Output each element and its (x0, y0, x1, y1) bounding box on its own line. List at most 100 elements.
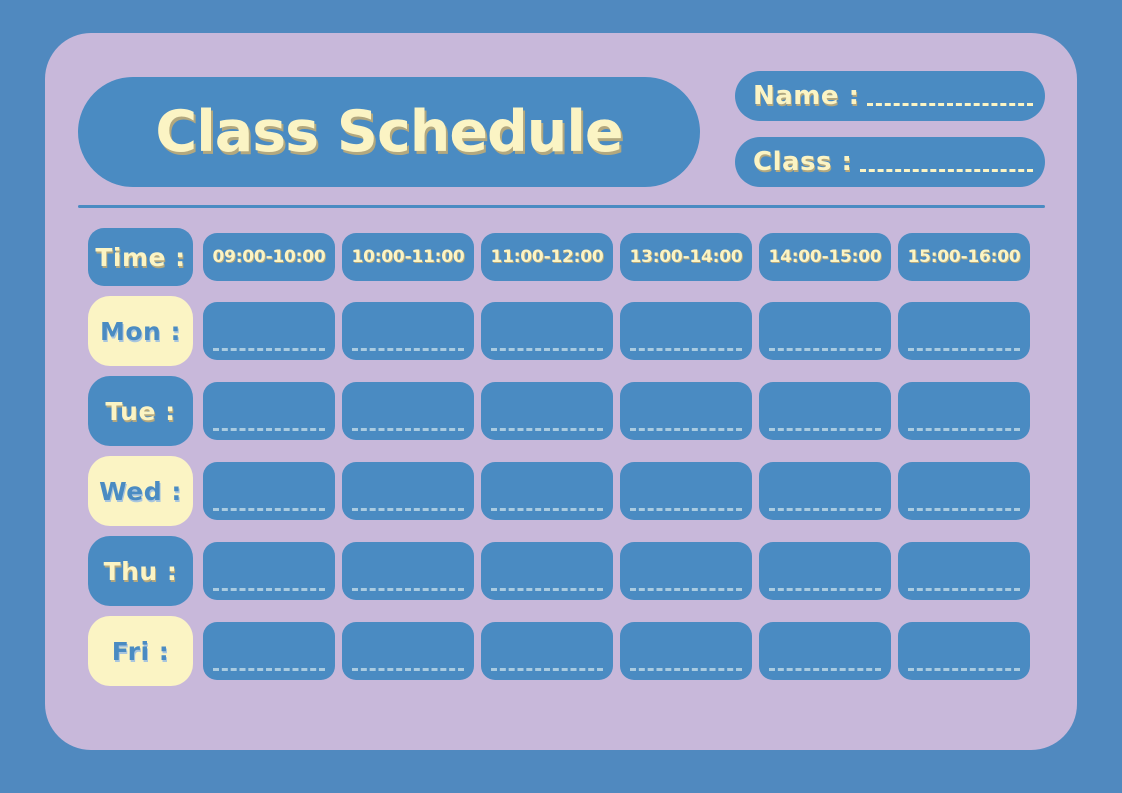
schedule-cell-tue-3[interactable] (620, 382, 752, 440)
schedule-cell-thu-0[interactable] (203, 542, 335, 600)
name-input-line[interactable] (867, 102, 1033, 106)
day-label-cell-wed: Wed : (88, 456, 193, 526)
cell-write-line (908, 428, 1020, 431)
time-label: Time : (95, 242, 186, 272)
cell-write-line (213, 668, 325, 671)
cell-write-line (630, 588, 742, 591)
time-label-cell: Time : (88, 228, 193, 286)
header: Class Schedule Name : Class : (78, 71, 1045, 193)
page-title: Class Schedule (155, 99, 623, 165)
cell-write-line (491, 508, 603, 511)
day-label: Wed : (99, 476, 182, 506)
cell-write-line (908, 588, 1020, 591)
time-slot-label: 15:00-16:00 (907, 247, 1021, 267)
cell-write-line (491, 428, 603, 431)
schedule-cell-thu-1[interactable] (342, 542, 474, 600)
day-label: Mon : (99, 316, 182, 346)
day-label-cell-thu: Thu : (88, 536, 193, 606)
schedule-cell-wed-3[interactable] (620, 462, 752, 520)
time-header-row: Time : 09:00-10:00 10:00-11:00 11:00-12:… (88, 228, 1078, 286)
class-input-line[interactable] (860, 168, 1033, 172)
day-label: Fri : (111, 636, 170, 666)
cell-write-line (352, 588, 464, 591)
time-slot-label: 09:00-10:00 (212, 247, 326, 267)
time-slot-0: 09:00-10:00 (203, 233, 335, 281)
cell-write-line (630, 428, 742, 431)
schedule-cell-mon-2[interactable] (481, 302, 613, 360)
schedule-cell-fri-2[interactable] (481, 622, 613, 680)
cell-write-line (352, 668, 464, 671)
schedule-cell-mon-1[interactable] (342, 302, 474, 360)
cell-write-line (769, 668, 881, 671)
day-row-tue: Tue : (88, 376, 1078, 446)
cell-write-line (630, 348, 742, 351)
cell-write-line (769, 428, 881, 431)
title-pill: Class Schedule (78, 77, 700, 187)
schedule-cell-wed-4[interactable] (759, 462, 891, 520)
day-row-fri: Fri : (88, 616, 1078, 686)
name-label: Name : (753, 81, 860, 111)
cell-write-line (491, 668, 603, 671)
cell-write-line (908, 348, 1020, 351)
schedule-cell-fri-3[interactable] (620, 622, 752, 680)
schedule-cell-thu-5[interactable] (898, 542, 1030, 600)
cell-write-line (769, 508, 881, 511)
time-slot-2: 11:00-12:00 (481, 233, 613, 281)
cell-write-line (908, 668, 1020, 671)
schedule-cell-mon-5[interactable] (898, 302, 1030, 360)
time-slot-5: 15:00-16:00 (898, 233, 1030, 281)
time-slot-label: 13:00-14:00 (629, 247, 743, 267)
schedule-cell-thu-4[interactable] (759, 542, 891, 600)
day-label: Tue : (105, 396, 176, 426)
day-label: Thu : (103, 556, 178, 586)
cell-write-line (630, 508, 742, 511)
cell-write-line (491, 588, 603, 591)
schedule-cell-tue-2[interactable] (481, 382, 613, 440)
schedule-cell-fri-0[interactable] (203, 622, 335, 680)
schedule-grid: Time : 09:00-10:00 10:00-11:00 11:00-12:… (88, 228, 1078, 696)
time-slot-label: 14:00-15:00 (768, 247, 882, 267)
schedule-cell-mon-0[interactable] (203, 302, 335, 360)
schedule-cell-mon-3[interactable] (620, 302, 752, 360)
day-label-cell-fri: Fri : (88, 616, 193, 686)
day-row-mon: Mon : (88, 296, 1078, 366)
day-label-cell-tue: Tue : (88, 376, 193, 446)
schedule-cell-tue-4[interactable] (759, 382, 891, 440)
cell-write-line (908, 508, 1020, 511)
cell-write-line (352, 508, 464, 511)
schedule-cell-wed-2[interactable] (481, 462, 613, 520)
class-label: Class : (753, 147, 853, 177)
cell-write-line (491, 348, 603, 351)
cell-write-line (213, 508, 325, 511)
schedule-cell-tue-1[interactable] (342, 382, 474, 440)
schedule-cell-tue-5[interactable] (898, 382, 1030, 440)
cell-write-line (213, 348, 325, 351)
class-field[interactable]: Class : (735, 137, 1045, 187)
schedule-cell-fri-5[interactable] (898, 622, 1030, 680)
header-divider (78, 205, 1045, 208)
name-field[interactable]: Name : (735, 71, 1045, 121)
cell-write-line (769, 348, 881, 351)
cell-write-line (352, 348, 464, 351)
cell-write-line (630, 668, 742, 671)
schedule-cell-wed-5[interactable] (898, 462, 1030, 520)
schedule-cell-fri-1[interactable] (342, 622, 474, 680)
schedule-cell-thu-2[interactable] (481, 542, 613, 600)
time-slot-4: 14:00-15:00 (759, 233, 891, 281)
schedule-cell-fri-4[interactable] (759, 622, 891, 680)
day-row-thu: Thu : (88, 536, 1078, 606)
time-slot-label: 10:00-11:00 (351, 247, 465, 267)
schedule-cell-wed-1[interactable] (342, 462, 474, 520)
day-label-cell-mon: Mon : (88, 296, 193, 366)
day-row-wed: Wed : (88, 456, 1078, 526)
schedule-cell-tue-0[interactable] (203, 382, 335, 440)
cell-write-line (769, 588, 881, 591)
schedule-cell-wed-0[interactable] (203, 462, 335, 520)
cell-write-line (213, 428, 325, 431)
time-slot-label: 11:00-12:00 (490, 247, 604, 267)
schedule-cell-mon-4[interactable] (759, 302, 891, 360)
cell-write-line (213, 588, 325, 591)
time-slot-1: 10:00-11:00 (342, 233, 474, 281)
schedule-cell-thu-3[interactable] (620, 542, 752, 600)
